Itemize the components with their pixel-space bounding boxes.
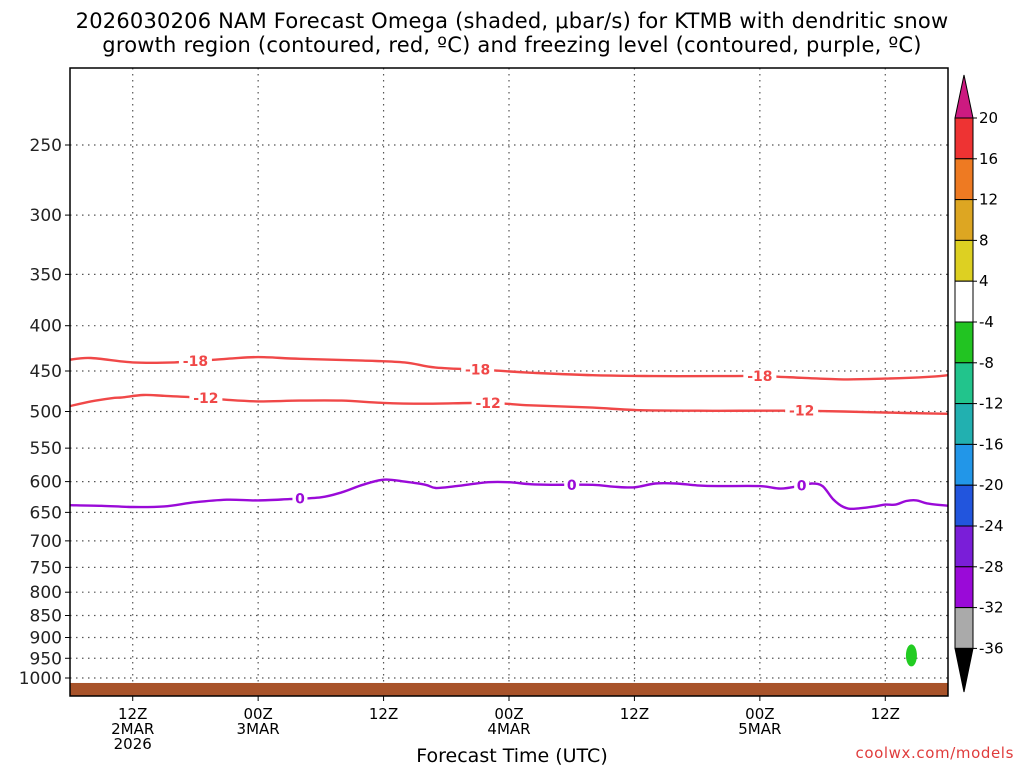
colorbar-segment [954, 321, 974, 364]
colorbar-segment [954, 566, 974, 609]
dgz-18-label-bg [461, 362, 495, 377]
y-tick-label: 950 [30, 649, 62, 669]
contour-group: -18 -18 -18 -12 -12 -12 0 0 0 [70, 353, 948, 511]
colorbar-label: 16 [979, 150, 998, 168]
colorbar-segment [954, 117, 974, 160]
y-tick-label: 850 [30, 607, 62, 627]
colorbar-segment [954, 239, 974, 282]
credit-text: coolwx.com/models [855, 744, 1014, 762]
colorbar-label: -24 [979, 517, 1004, 535]
terrain-fill [70, 682, 948, 696]
y-tick-label: 800 [30, 583, 62, 603]
colorbar-label: -4 [979, 313, 994, 331]
freezing-level-0-line [70, 478, 948, 511]
y-tick-label: 400 [30, 317, 62, 337]
x-tick-label: 5MAR [738, 720, 781, 738]
freezing-level-0-label: 0 [797, 478, 807, 494]
colorbar-label: -28 [979, 558, 1004, 576]
colorbar-label: 4 [979, 272, 989, 290]
x-axis-label: Forecast Time (UTC) [416, 745, 608, 767]
dgz-18-label: -18 [183, 354, 208, 370]
y-tick-label: 600 [30, 473, 62, 493]
dgz-12-label-bg [189, 391, 223, 406]
colorbar-top-arrow [954, 74, 974, 119]
colorbar-bottom-arrow [954, 647, 974, 693]
x-tick-label: 00Z [494, 705, 523, 723]
y-tick-label: 250 [30, 136, 62, 156]
freezing-level-0-label: 0 [567, 478, 577, 494]
x-tick-label: 00Z [243, 705, 272, 723]
chart-title-line2: growth region (contoured, red, ºC) and f… [102, 33, 922, 57]
colorbar-segment [954, 158, 974, 201]
x-tick-label: 12Z [118, 705, 147, 723]
freezing-level-0-label: 0 [295, 492, 305, 508]
colorbar-label: 12 [979, 191, 998, 209]
x-tick-label: 4MAR [487, 720, 530, 738]
dgz-12-line [70, 393, 948, 415]
colorbar-segment [954, 484, 974, 527]
dgz-18-label-bg [743, 369, 777, 384]
colorbar-label: -16 [979, 435, 1004, 453]
x-tick-label: 00Z [745, 705, 774, 723]
x-tick-label: 12Z [620, 705, 649, 723]
y-tick-label: 500 [30, 403, 62, 423]
y-tick-label: 300 [30, 206, 62, 226]
y-tick-label: 450 [30, 362, 62, 382]
dgz-12-label: -12 [789, 404, 814, 420]
y-tick-label: 650 [30, 503, 62, 523]
colorbar-label: -36 [979, 639, 1004, 657]
y-tick-label: 350 [30, 265, 62, 285]
dgz-12-label-bg [471, 395, 505, 410]
y-tick-label: 900 [30, 628, 62, 648]
y-tick-label: 550 [30, 439, 62, 459]
x-tick-label: 2026 [114, 735, 152, 753]
colorbar-segment [954, 280, 974, 323]
dgz-12-label-bg [785, 403, 819, 418]
colorbar-segment [954, 443, 974, 486]
y-tick-label: 1000 [19, 669, 62, 689]
x-tick-label: 2MAR [111, 720, 154, 738]
colorbar-segment [954, 199, 974, 241]
colorbar-segment [954, 607, 974, 649]
dgz-12-label: -12 [475, 396, 500, 412]
colorbar-segment [954, 362, 974, 405]
colorbar-label: -32 [979, 599, 1004, 617]
colorbar-label: 20 [979, 109, 998, 127]
freezing-level-0-label-bg [292, 491, 308, 506]
colorbar-label: 8 [979, 231, 989, 249]
plot-frame [69, 67, 949, 697]
colorbar-label: -12 [979, 395, 1004, 413]
colorbar-label: -8 [979, 354, 994, 372]
dgz-18-label: -18 [465, 363, 490, 379]
freezing-level-0-label-bg [794, 478, 810, 493]
dgz-18-label-bg [178, 353, 212, 368]
x-tick-label: 12Z [369, 705, 398, 723]
y-tick-label: 700 [30, 532, 62, 552]
colorbar-label: -20 [979, 476, 1004, 494]
dgz-18-label: -18 [747, 369, 772, 385]
dgz-12-label: -12 [193, 391, 218, 407]
x-tick-label: 3MAR [237, 720, 280, 738]
colorbar-segment [954, 403, 974, 445]
y-tick-label: 750 [30, 558, 62, 578]
chart-title-line1: 2026030206 NAM Forecast Omega (shaded, μ… [75, 9, 949, 33]
x-tick-label: 12Z [871, 705, 900, 723]
colorbar-segment [954, 525, 974, 568]
freezing-level-0-label-bg [564, 477, 580, 492]
omega-blob [905, 644, 917, 667]
